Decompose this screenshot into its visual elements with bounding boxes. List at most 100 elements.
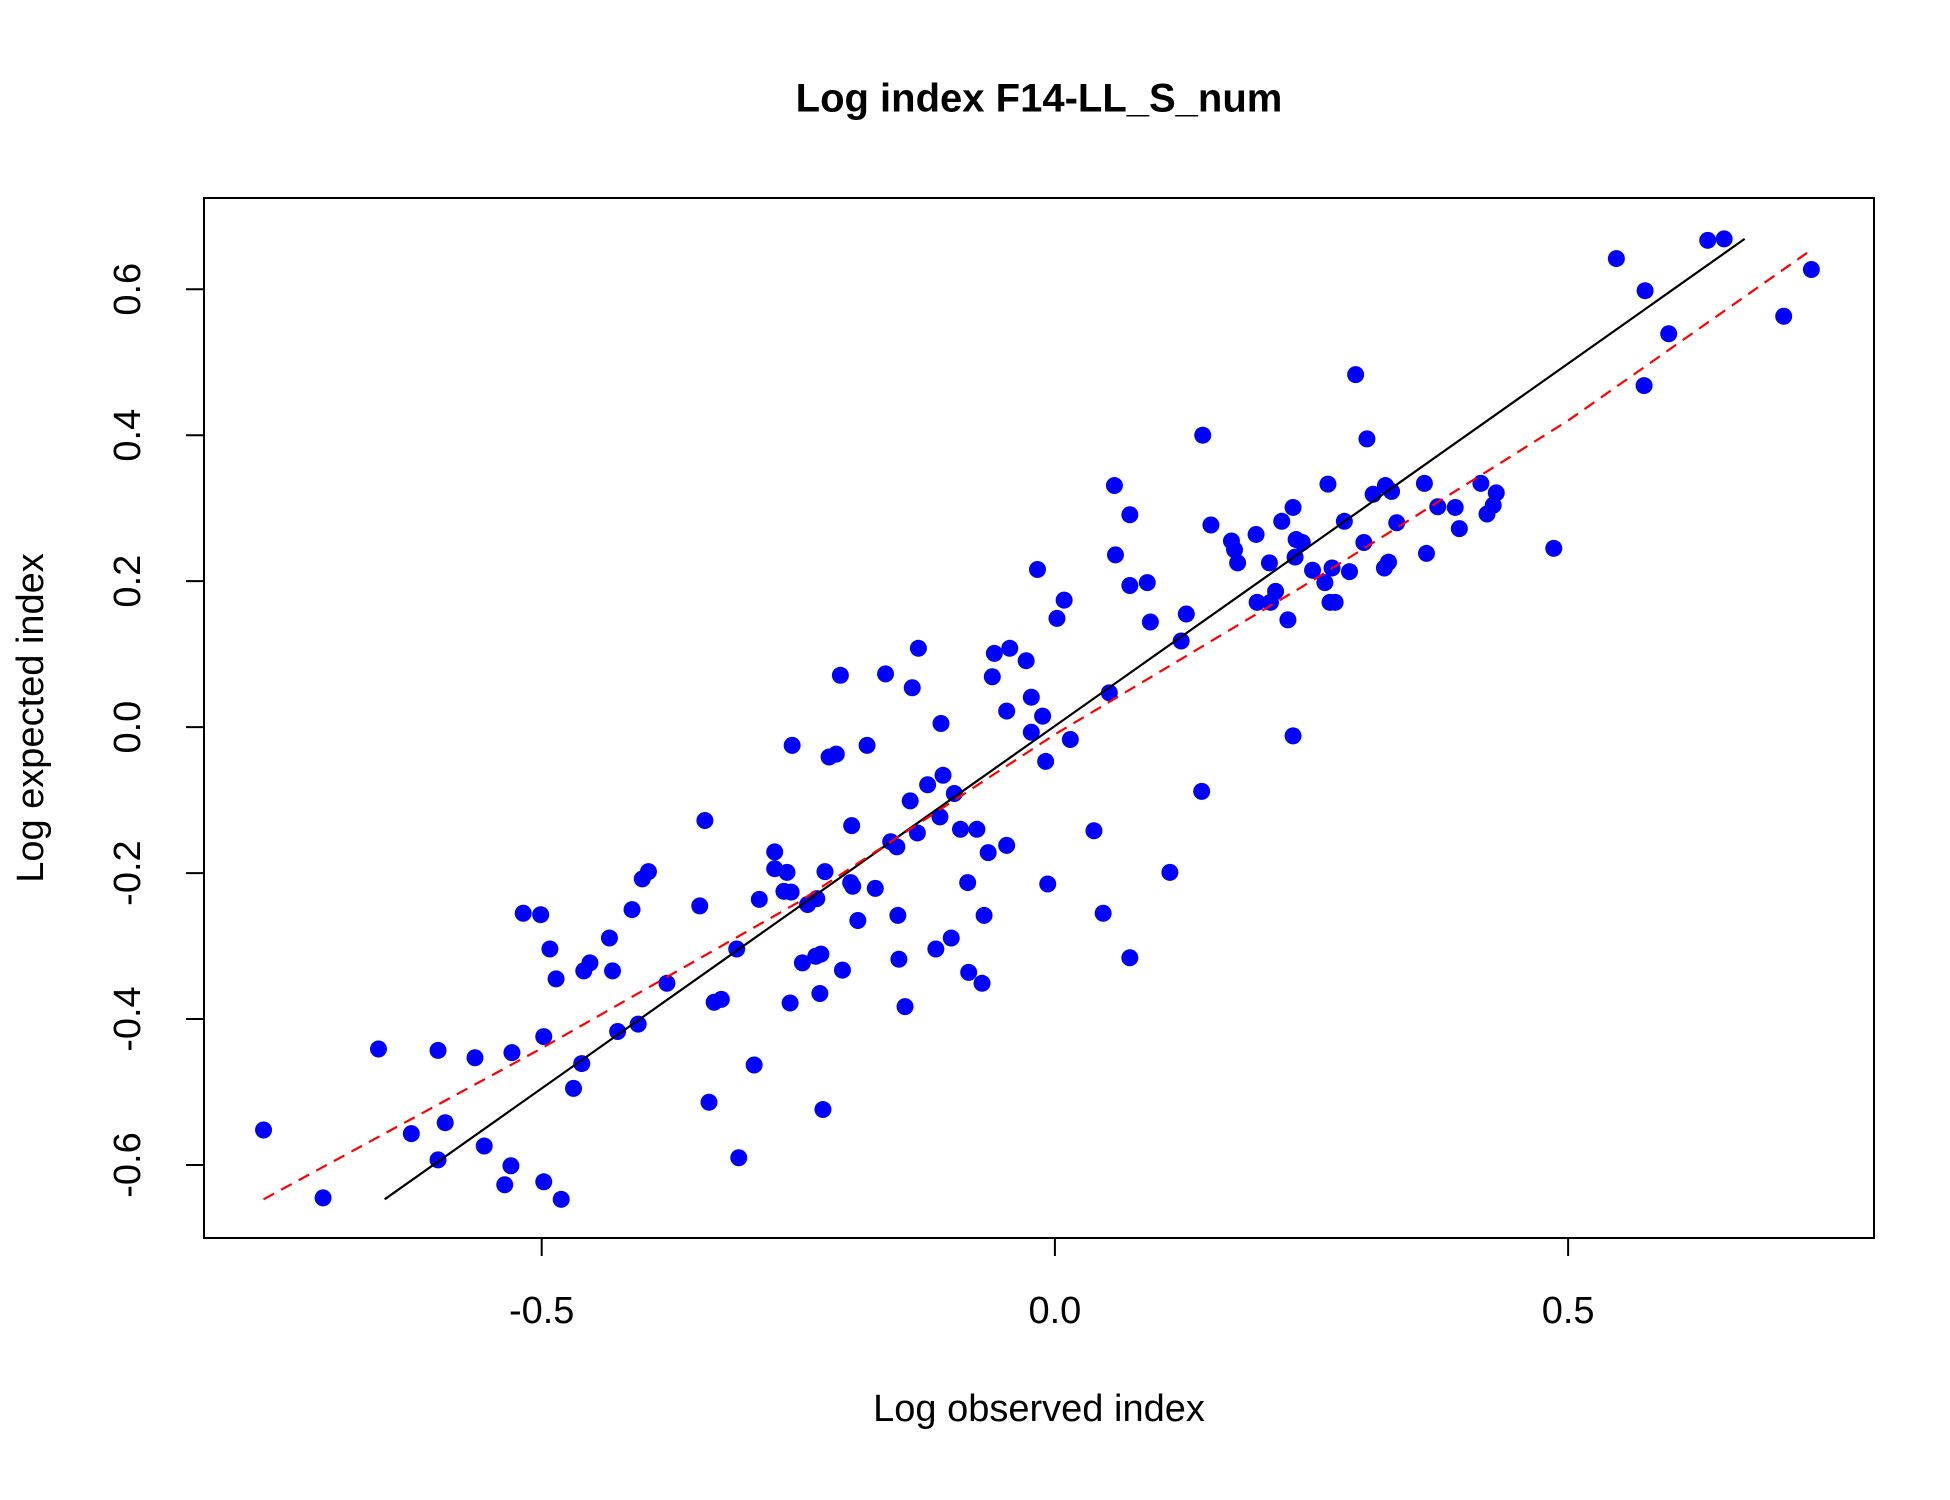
data-point xyxy=(811,985,829,1003)
data-point xyxy=(968,820,986,838)
data-point xyxy=(927,940,945,958)
data-point xyxy=(1028,560,1046,578)
data-point xyxy=(888,838,906,856)
data-point xyxy=(793,954,811,972)
data-point xyxy=(998,836,1016,854)
data-point xyxy=(812,945,830,963)
data-point xyxy=(866,879,884,897)
data-point xyxy=(1100,684,1118,702)
data-point xyxy=(1105,477,1123,495)
data-point xyxy=(436,1114,454,1132)
data-point xyxy=(1055,591,1073,609)
data-point xyxy=(1545,539,1563,557)
data-point xyxy=(979,844,997,862)
data-point xyxy=(1141,613,1159,631)
data-point xyxy=(1635,377,1653,395)
data-point xyxy=(844,877,862,895)
data-point xyxy=(1194,426,1212,444)
data-point xyxy=(730,1149,748,1167)
data-point xyxy=(1383,482,1401,500)
data-point xyxy=(1172,632,1190,650)
data-point xyxy=(1660,325,1678,343)
data-point xyxy=(766,843,784,861)
data-point xyxy=(901,792,919,810)
data-point xyxy=(1802,261,1820,279)
data-point xyxy=(975,906,993,924)
data-point xyxy=(843,817,861,835)
y-tick-label: 0.0 xyxy=(107,701,149,754)
data-point xyxy=(1415,474,1433,492)
data-point xyxy=(547,970,565,988)
data-point xyxy=(502,1157,520,1175)
chart-title: Log index F14-LL_S_num xyxy=(796,77,1283,121)
data-point xyxy=(1022,688,1040,706)
data-point xyxy=(903,679,921,697)
data-point xyxy=(1094,904,1112,922)
data-point xyxy=(1037,752,1055,770)
data-point xyxy=(877,665,895,683)
data-point xyxy=(629,1015,647,1033)
data-point xyxy=(604,962,622,980)
data-point xyxy=(896,998,914,1016)
data-point xyxy=(429,1041,447,1059)
y-tick-label: 0.6 xyxy=(107,263,149,316)
data-point xyxy=(581,954,599,972)
x-tick-label: 0.0 xyxy=(1028,1290,1081,1332)
data-point xyxy=(1607,250,1625,268)
data-point xyxy=(1229,554,1247,572)
data-point xyxy=(1273,512,1291,530)
data-point xyxy=(402,1125,420,1143)
data-point xyxy=(908,824,926,842)
data-point xyxy=(1347,366,1365,384)
data-point xyxy=(1121,949,1139,967)
data-point xyxy=(1039,875,1057,893)
x-tick-label: 0.5 xyxy=(1542,1290,1595,1332)
data-point xyxy=(960,963,978,981)
data-point xyxy=(1061,731,1079,749)
data-point xyxy=(691,897,709,915)
data-point xyxy=(696,812,714,830)
data-point xyxy=(1487,484,1505,502)
x-tick-label: -0.5 xyxy=(509,1290,574,1332)
data-point xyxy=(1202,516,1220,534)
y-tick-label: -0.4 xyxy=(107,986,149,1051)
data-point xyxy=(783,736,801,754)
data-point xyxy=(1319,475,1337,493)
data-point xyxy=(1247,525,1265,543)
data-point xyxy=(816,863,834,881)
data-point xyxy=(831,666,849,684)
data-point xyxy=(369,1040,387,1058)
data-point xyxy=(858,736,876,754)
data-point xyxy=(1293,533,1311,551)
y-tick-label: 0.2 xyxy=(107,555,149,608)
data-point xyxy=(745,1056,763,1074)
data-point xyxy=(466,1049,484,1067)
data-point xyxy=(535,1028,553,1046)
data-point xyxy=(1358,430,1376,448)
data-point xyxy=(1446,498,1464,516)
data-point xyxy=(959,874,977,892)
data-point xyxy=(833,961,851,979)
data-point xyxy=(1775,307,1793,325)
data-point xyxy=(827,745,845,763)
data-point xyxy=(1106,546,1124,564)
data-point xyxy=(639,863,657,881)
data-point xyxy=(1450,520,1468,538)
data-point xyxy=(552,1190,570,1208)
data-point xyxy=(782,883,800,901)
data-point xyxy=(1260,554,1278,572)
data-point xyxy=(496,1176,514,1194)
data-point xyxy=(1248,593,1266,611)
data-point xyxy=(1284,727,1302,745)
data-point xyxy=(934,766,952,784)
data-point xyxy=(998,702,1016,720)
data-point xyxy=(700,1093,718,1111)
data-point xyxy=(1085,822,1103,840)
data-point xyxy=(973,974,991,992)
data-point xyxy=(909,639,927,657)
data-point xyxy=(1340,563,1358,581)
data-point xyxy=(1017,652,1035,670)
data-point xyxy=(1193,782,1211,800)
data-point xyxy=(1388,514,1406,532)
